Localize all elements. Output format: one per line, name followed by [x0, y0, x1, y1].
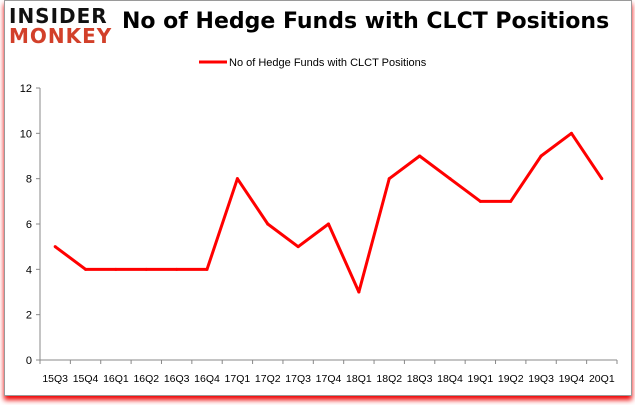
- y-tick-label: 2: [26, 310, 32, 322]
- chart-frame: [4, 0, 632, 396]
- y-tick-label: 6: [26, 219, 32, 231]
- x-tick-label: 18Q1: [346, 373, 372, 385]
- data-point: [235, 177, 239, 181]
- data-point: [266, 222, 270, 226]
- x-tick-label: 18Q3: [407, 373, 433, 385]
- x-tick-label: 17Q3: [285, 373, 311, 385]
- data-point: [418, 154, 422, 158]
- x-tick-label: 15Q4: [73, 373, 99, 385]
- series-line: [54, 131, 604, 294]
- x-tick-label: 15Q3: [42, 373, 68, 385]
- x-tick-label: 19Q3: [528, 373, 554, 385]
- data-point: [539, 154, 543, 158]
- x-tick-label: 19Q4: [559, 373, 585, 385]
- x-tick-label: 18Q4: [437, 373, 463, 385]
- data-point: [205, 267, 209, 271]
- x-tick-label: 18Q2: [376, 373, 402, 385]
- y-tick-label: 0: [26, 355, 32, 367]
- y-tick-label: 8: [26, 174, 32, 186]
- y-tick-label: 4: [26, 264, 32, 276]
- data-point: [509, 199, 513, 203]
- data-point: [600, 177, 604, 181]
- data-point: [327, 222, 330, 226]
- data-point: [53, 245, 57, 249]
- data-point: [478, 199, 482, 203]
- logo-line1: INSIDER: [9, 4, 108, 28]
- data-point: [387, 177, 391, 181]
- x-tick-label: 17Q2: [255, 373, 281, 385]
- logo-line2: MONKEY: [9, 24, 113, 48]
- data-point: [175, 267, 179, 271]
- data-point: [296, 245, 300, 249]
- y-tick-label: 12: [20, 83, 32, 95]
- data-point: [114, 267, 118, 271]
- x-tick-label: 16Q2: [133, 373, 159, 385]
- x-tick-label: 16Q3: [164, 373, 190, 385]
- x-tick-label: 17Q1: [225, 373, 251, 385]
- x-tick-label: 16Q1: [103, 373, 129, 385]
- chart-title: No of Hedge Funds with CLCT Positions: [122, 9, 610, 34]
- legend-label: No of Hedge Funds with CLCT Positions: [229, 57, 427, 69]
- x-tick-label: 20Q1: [589, 373, 615, 385]
- x-tick-label: 19Q2: [498, 373, 524, 385]
- data-point: [144, 267, 148, 271]
- data-point: [84, 267, 88, 271]
- legend: No of Hedge Funds with CLCT Positions: [199, 57, 427, 69]
- y-tick-label: 10: [20, 128, 32, 140]
- insider-monkey-logo: INSIDER MONKEY: [9, 6, 112, 46]
- data-point: [448, 177, 452, 181]
- x-tick-label: 16Q4: [194, 373, 220, 385]
- data-point: [357, 290, 361, 294]
- data-point: [569, 131, 573, 135]
- x-tick-label: 19Q1: [467, 373, 493, 385]
- x-tick-label: 17Q4: [316, 373, 342, 385]
